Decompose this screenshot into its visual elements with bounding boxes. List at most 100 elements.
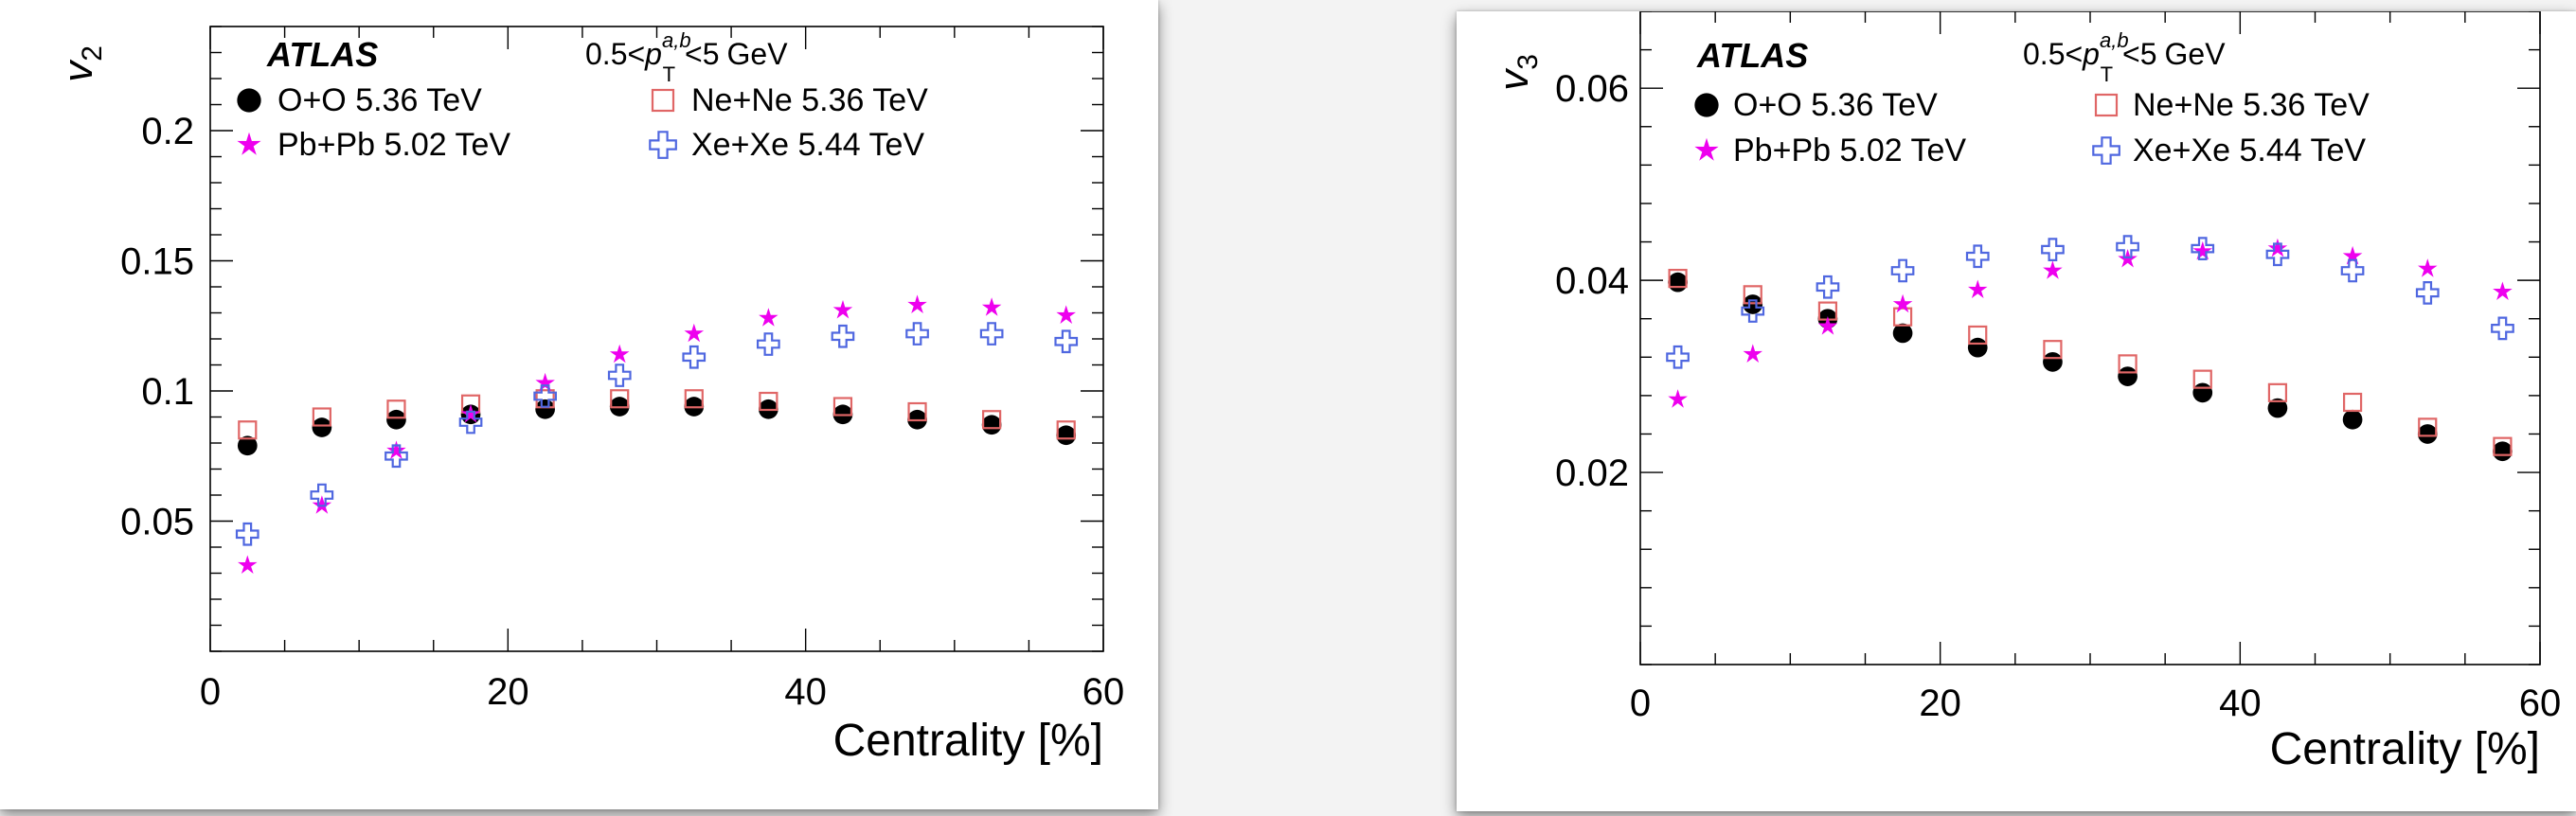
marker-oo-point [1694, 93, 1719, 117]
marker-pbpb-point [1968, 279, 1988, 298]
marker-xexe-point [2116, 235, 2139, 258]
pt-range-label: 0.5<pa,b T<5 GeV [2023, 28, 2226, 86]
x-tick-label: 60 [1082, 671, 1125, 713]
series-pbpb [238, 294, 1076, 574]
y-tick-label: 0.15 [120, 241, 194, 283]
marker-xexe-point [1054, 329, 1079, 354]
marker-pbpb-point [759, 308, 778, 327]
series-oo [237, 397, 1077, 456]
marker-pbpb-point [2493, 281, 2513, 300]
marker-nene-point [684, 389, 704, 409]
x-axis-title: Centrality [%] [2270, 724, 2540, 774]
experiment-label: ATLAS [1696, 36, 1808, 75]
marker-pbpb-point [2267, 238, 2288, 257]
pt-superscript: a,b [662, 28, 691, 52]
pt-high: 5 [2140, 37, 2157, 71]
marker-nene-point [759, 391, 778, 412]
marker-oo-point [386, 409, 406, 430]
legend-entry-xexe: Xe+Xe 5.44 TeV [649, 127, 924, 163]
marker-xexe-point [1816, 275, 1840, 299]
legend-entry-oo: O+O 5.36 TeV [237, 82, 482, 118]
marker-nene-point [651, 88, 675, 113]
marker-pbpb-point [981, 297, 1002, 316]
chart-v2: 0 20 40 60 0.05 0.1 0.15 0.2 v2 Centrality [%] ATL… [55, 26, 1125, 766]
marker-nene-point [1668, 268, 1688, 289]
marker-nene-point [1056, 420, 1076, 440]
marker-nene-point [832, 397, 853, 417]
series-xexe [1666, 235, 2514, 369]
y-tick-label: 0.1 [141, 371, 194, 413]
marker-oo-point [1892, 323, 1913, 344]
marker-nene-point [1892, 307, 1913, 327]
marker-oo-point [1056, 425, 1077, 446]
legend-entry-nene: Ne+Ne 5.36 TeV [651, 82, 928, 118]
y-tick-label: 0.2 [141, 111, 194, 152]
x-tick-label: 20 [1919, 683, 1961, 724]
marker-pbpb-point [238, 555, 258, 574]
marker-pbpb-point [1743, 344, 1762, 363]
marker-pbpb-point [2192, 240, 2212, 260]
marker-xexe-point [607, 364, 632, 387]
chart-panel-v3: 0 20 40 60 0.02 0.04 0.06 v3 Centrality [%] ATLAS… [1457, 10, 2576, 811]
legend-label: O+O 5.36 TeV [277, 82, 482, 118]
marker-pbpb-point [2342, 245, 2363, 265]
legend-label: Xe+Xe 5.44 TeV [691, 127, 924, 163]
marker-xexe-point [2491, 316, 2514, 341]
legend-v2: O+O 5.36 TeV Ne+Ne 5.36 TeV Pb+Pb 5.02 TeV… [237, 82, 928, 163]
marker-pbpb-point [1817, 316, 1838, 335]
marker-oo-point [2267, 398, 2288, 418]
marker-oo-point [1743, 294, 1763, 314]
legend-label: Pb+Pb 5.02 TeV [277, 127, 510, 163]
marker-pbpb-point [609, 344, 630, 364]
experiment-label: ATLAS [266, 35, 378, 74]
axes-v3: 0 20 40 60 0.02 0.04 0.06 [1555, 10, 2561, 724]
marker-nene-point [907, 401, 927, 422]
x-tick-label: 40 [2219, 683, 2262, 724]
marker-xexe-point [682, 345, 707, 369]
marker-nene-point [238, 420, 258, 440]
marker-pbpb-point [2418, 258, 2438, 277]
marker-xexe-point [1965, 244, 1990, 269]
marker-pbpb-point [237, 132, 261, 155]
marker-pbpb-point [535, 372, 555, 392]
pt-low: 0.5 [585, 37, 627, 71]
pt-range-label: 0.5<pa,b T<5 GeV [585, 28, 788, 86]
marker-pbpb-point [684, 323, 705, 343]
pt-superscript: a,b [2100, 28, 2129, 52]
data-v2 [235, 294, 1079, 574]
pt-lt-2: < [685, 37, 703, 71]
pt-unit: GeV [727, 37, 789, 71]
pt-high: 5 [703, 37, 720, 71]
marker-xexe-point [2092, 136, 2120, 165]
x-tick-label: 40 [784, 671, 827, 713]
marker-nene-point [1743, 285, 1762, 305]
marker-xexe-point [235, 522, 259, 546]
marker-oo-point [237, 435, 258, 456]
pt-symbol: p [2082, 37, 2100, 71]
marker-pbpb-point [1056, 305, 1076, 324]
marker-xexe-point [831, 324, 855, 348]
legend-entry-pbpb: Pb+Pb 5.02 TeV [1694, 133, 1966, 169]
marker-oo-point [2118, 366, 2138, 386]
marker-xexe-point [649, 131, 677, 159]
x-tick-label: 0 [1630, 683, 1651, 724]
marker-oo-point [1668, 272, 1688, 293]
legend-entry-nene: Ne+Ne 5.36 TeV [2094, 87, 2370, 123]
marker-nene-point [2118, 354, 2138, 374]
y-axis-title-sub: 3 [1512, 54, 1544, 70]
series-xexe [235, 322, 1079, 546]
marker-xexe-point [310, 483, 334, 507]
marker-pbpb-point [1892, 293, 1913, 313]
marker-pbpb-point [832, 299, 853, 319]
marker-oo-point [981, 415, 1002, 435]
pt-unit: GeV [2165, 37, 2227, 71]
marker-pbpb-point [460, 403, 481, 423]
marker-oo-point [1967, 337, 1988, 358]
marker-pbpb-point [312, 495, 332, 514]
marker-xexe-point [2415, 281, 2440, 305]
marker-nene-point [2094, 93, 2119, 117]
series-nene [238, 389, 1076, 440]
legend-label: Xe+Xe 5.44 TeV [2133, 133, 2366, 169]
marker-nene-point [2192, 369, 2212, 389]
marker-nene-point [2418, 417, 2438, 437]
